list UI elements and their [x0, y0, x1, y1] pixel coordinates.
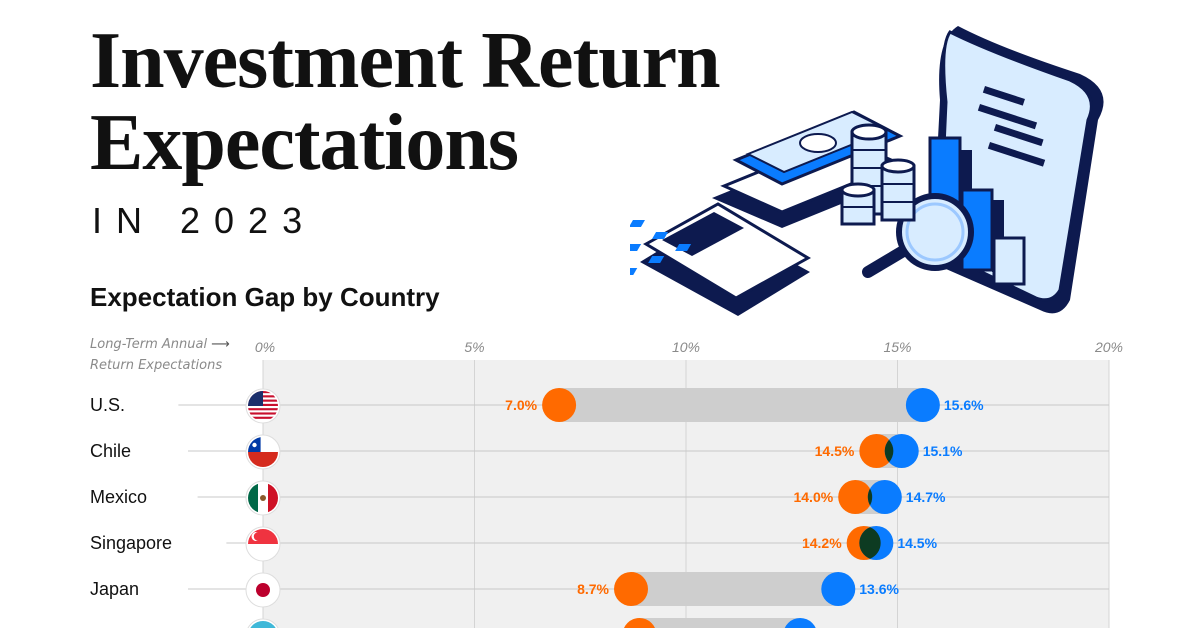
low-point: [542, 388, 577, 422]
dumbbell-chart: 0% 5% 10% 15% 20% U.S. 7.0% 15.6% Chile 14.5% 15.…: [90, 339, 1123, 628]
flag-fill: [248, 437, 278, 467]
high-value-label: 13.6%: [859, 581, 899, 597]
low-value-label: 8.7%: [577, 581, 609, 597]
finance-illustration: [630, 26, 1104, 316]
chile-flag-icon: [245, 434, 281, 470]
high-point: [905, 388, 940, 422]
calculator-icon: [630, 202, 811, 316]
country-label: Singapore: [90, 533, 172, 553]
gap-bar: [631, 572, 839, 606]
japan-flag-icon: [245, 572, 281, 608]
gap-bar: [639, 618, 801, 628]
x-tick-label: 5%: [464, 339, 484, 355]
country-row: [247, 618, 816, 628]
low-value-label: 14.2%: [802, 535, 842, 551]
overlap-region: [884, 439, 894, 463]
country-label: U.S.: [90, 395, 125, 415]
country-row: Chile 14.5% 15.1%: [90, 434, 1109, 470]
low-value-label: 14.5%: [815, 443, 855, 459]
high-point: [884, 434, 919, 468]
x-tick-label: 0%: [255, 339, 275, 355]
flag-fill: [248, 391, 278, 419]
page-subtitle: IN 2023: [92, 200, 317, 241]
country-row: Japan 8.7% 13.6%: [90, 572, 1109, 608]
flag-fill: [248, 483, 278, 513]
country-row: Mexico 14.0% 14.7%: [90, 480, 1109, 516]
flag-fill: [248, 575, 278, 605]
country-label: Japan: [90, 579, 139, 599]
coin-stack-icon: [840, 123, 916, 226]
page-title: Investment Return Expectations: [90, 17, 721, 187]
low-value-label: 14.0%: [793, 489, 833, 505]
axis-note-line-2: Return Expectations: [90, 358, 223, 373]
low-point: [614, 572, 649, 606]
high-value-label: 15.6%: [944, 397, 984, 413]
x-tick-label: 15%: [883, 339, 911, 355]
title-line-2: Expectations: [90, 99, 519, 187]
flag-icon: [247, 618, 279, 628]
high-value-label: 14.5%: [897, 535, 937, 551]
low-point: [859, 434, 894, 468]
country-row: Singapore 14.2% 14.5%: [90, 526, 1109, 562]
us-flag-icon: [245, 388, 281, 424]
x-tick-label: 10%: [672, 339, 700, 355]
high-point: [784, 618, 816, 628]
low-value-label: 7.0%: [505, 397, 537, 413]
x-tick-label: 20%: [1094, 339, 1123, 355]
singapore-flag-icon: [245, 526, 281, 562]
high-value-label: 15.1%: [923, 443, 963, 459]
overlap-region: [867, 488, 873, 506]
gap-bar: [559, 388, 923, 422]
low-point: [623, 618, 655, 628]
low-point: [838, 480, 873, 514]
country-label: Mexico: [90, 487, 147, 507]
axis-note-line-1: Long-Term Annual: [90, 337, 208, 352]
high-value-label: 14.7%: [906, 489, 946, 505]
high-point: [867, 480, 902, 514]
overlap-region: [859, 527, 881, 559]
flag-fill: [248, 529, 278, 559]
axis-note: Long-Term Annual ⟶ Return Expectations: [90, 334, 260, 376]
mexico-flag-icon: [245, 480, 281, 516]
chart-title: Expectation Gap by Country: [90, 282, 440, 312]
country-label: Chile: [90, 441, 131, 461]
flag-fill: [248, 621, 278, 628]
high-point: [821, 572, 856, 606]
title-line-1: Investment Return: [90, 17, 721, 105]
country-row: U.S. 7.0% 15.6%: [90, 388, 1109, 424]
magnifier-icon: [862, 193, 974, 278]
arrow-right-icon: ⟶: [211, 337, 230, 352]
